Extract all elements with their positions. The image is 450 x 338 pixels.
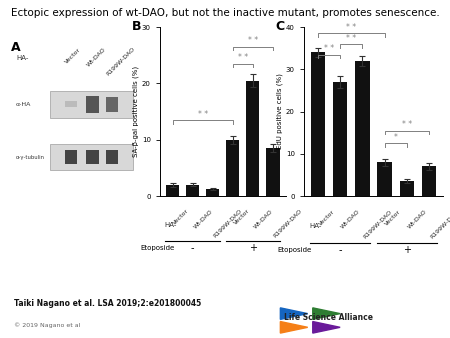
Text: Etoposide: Etoposide xyxy=(278,247,312,253)
Text: HA-: HA- xyxy=(309,223,321,229)
Text: α-HA: α-HA xyxy=(16,102,32,107)
Bar xyxy=(310,52,325,196)
FancyBboxPatch shape xyxy=(50,91,133,118)
Text: Vector: Vector xyxy=(385,209,402,226)
Polygon shape xyxy=(280,308,308,319)
Bar xyxy=(166,185,179,196)
Text: R199W-DAO: R199W-DAO xyxy=(106,47,136,77)
Text: Wt-DAO: Wt-DAO xyxy=(407,209,428,230)
Text: R199W-DAO: R199W-DAO xyxy=(429,209,450,239)
FancyBboxPatch shape xyxy=(50,144,133,170)
FancyBboxPatch shape xyxy=(106,97,118,112)
Text: Vector: Vector xyxy=(318,209,336,226)
Text: Ectopic expression of wt-DAO, but not the inactive mutant, promotes senescence.: Ectopic expression of wt-DAO, but not th… xyxy=(11,8,439,19)
Text: R199W-DAO: R199W-DAO xyxy=(362,209,393,239)
FancyBboxPatch shape xyxy=(64,101,76,107)
Bar xyxy=(422,167,436,196)
Text: Wt-DAO: Wt-DAO xyxy=(340,209,361,230)
Text: HA-: HA- xyxy=(16,55,28,61)
Text: HA-: HA- xyxy=(164,222,177,228)
Text: Taiki Nagano et al. LSA 2019;2:e201800045: Taiki Nagano et al. LSA 2019;2:e20180004… xyxy=(14,299,201,308)
Bar xyxy=(378,162,392,196)
Y-axis label: SA-β-gal positive cells (%): SA-β-gal positive cells (%) xyxy=(132,66,139,157)
Text: Vector: Vector xyxy=(172,209,190,226)
Text: * *: * * xyxy=(248,37,258,45)
Text: -: - xyxy=(338,245,342,255)
Text: Life Science Alliance: Life Science Alliance xyxy=(284,313,373,322)
Text: © 2019 Nagano et al: © 2019 Nagano et al xyxy=(14,323,80,329)
Text: A: A xyxy=(11,41,21,53)
FancyBboxPatch shape xyxy=(86,150,99,164)
FancyBboxPatch shape xyxy=(86,96,99,113)
Text: +: + xyxy=(249,243,257,253)
Text: Wt-DAO: Wt-DAO xyxy=(86,47,108,68)
Polygon shape xyxy=(313,308,340,319)
Text: Vector: Vector xyxy=(233,209,251,226)
Text: R199W-DAO: R199W-DAO xyxy=(213,209,243,239)
Bar xyxy=(206,189,219,196)
Text: +: + xyxy=(403,245,411,255)
Polygon shape xyxy=(313,321,340,333)
Bar xyxy=(400,181,414,196)
Text: C: C xyxy=(276,20,285,33)
Text: * *: * * xyxy=(198,110,208,119)
FancyBboxPatch shape xyxy=(64,150,76,164)
Text: * *: * * xyxy=(346,23,356,32)
Bar xyxy=(333,82,347,196)
Text: B: B xyxy=(132,20,142,33)
Text: *: * xyxy=(394,133,398,142)
Polygon shape xyxy=(280,321,308,333)
Text: α-γ-tubulin: α-γ-tubulin xyxy=(16,155,45,160)
Y-axis label: EdU positive cells (%): EdU positive cells (%) xyxy=(276,74,283,149)
Bar xyxy=(266,148,279,196)
Bar xyxy=(226,140,239,196)
Text: Vector: Vector xyxy=(64,47,82,65)
Text: * *: * * xyxy=(346,33,356,43)
Text: R199W-DAO: R199W-DAO xyxy=(273,209,303,239)
Text: -: - xyxy=(191,243,194,253)
Text: Wt-DAO: Wt-DAO xyxy=(193,209,214,230)
Bar xyxy=(355,61,369,196)
FancyBboxPatch shape xyxy=(106,150,118,164)
Text: * *: * * xyxy=(238,53,248,62)
Bar xyxy=(246,80,259,196)
Bar xyxy=(186,185,199,196)
Text: * *: * * xyxy=(402,120,412,129)
Text: Etoposide: Etoposide xyxy=(140,245,175,250)
Text: Wt-DAO: Wt-DAO xyxy=(253,209,274,230)
Text: * *: * * xyxy=(324,44,334,53)
